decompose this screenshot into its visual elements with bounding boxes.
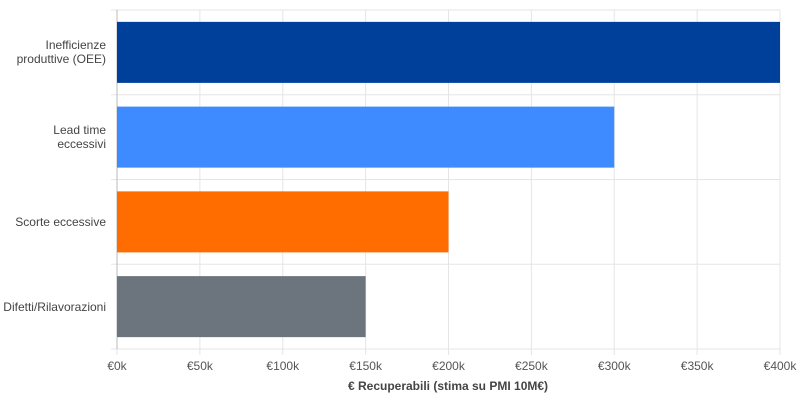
x-tick-label: €300k (598, 359, 632, 373)
bar (117, 191, 449, 253)
y-tick-label: Difetti/Rilavorazioni (3, 299, 106, 314)
bar (117, 106, 615, 168)
y-tick-label: Scorte eccessive (15, 214, 106, 229)
bar (117, 276, 366, 338)
x-axis-title: € Recuperabili (stima su PMI 10M€) (348, 379, 548, 393)
x-tick-label: €350k (681, 359, 715, 373)
x-tick-label: €200k (432, 359, 466, 373)
y-tick-label: Inefficienze produttive (OEE) (16, 38, 106, 67)
bar (117, 21, 780, 83)
x-tick-label: €250k (515, 359, 549, 373)
x-tick-label: €100k (266, 359, 300, 373)
x-tick-label: €50k (187, 359, 214, 373)
x-tick-label: €150k (349, 359, 383, 373)
x-tick-label: €400k (764, 359, 798, 373)
x-tick-label: €0k (107, 359, 127, 373)
y-tick-label: Lead time eccessivi (53, 123, 106, 152)
